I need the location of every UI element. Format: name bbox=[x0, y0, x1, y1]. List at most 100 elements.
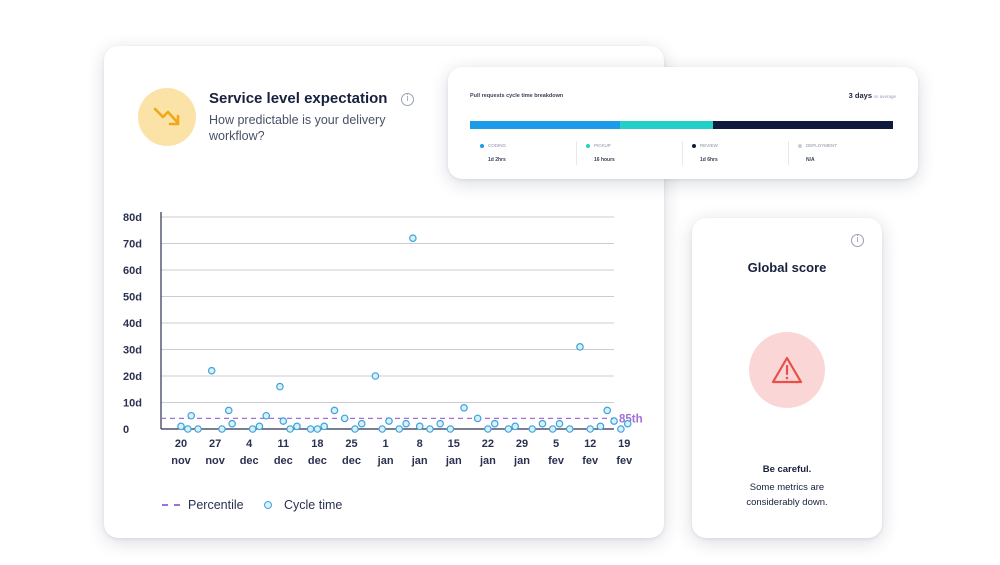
phase-name: DEPLOYMENT bbox=[806, 143, 838, 148]
cycle-time-point bbox=[528, 425, 537, 433]
x-tick-month: fev bbox=[582, 455, 599, 467]
cycle-time-point bbox=[184, 425, 192, 433]
cycle-time-point bbox=[187, 411, 196, 420]
info-icon[interactable]: i bbox=[851, 234, 864, 247]
y-tick-label: 80d bbox=[123, 212, 142, 224]
global-score-warning-title: Be careful. bbox=[762, 464, 812, 475]
x-tick-month: jan bbox=[377, 455, 394, 467]
legend-percentile: Percentile bbox=[162, 498, 244, 512]
cycle-time-point bbox=[207, 366, 216, 375]
y-tick-label: 70d bbox=[123, 239, 142, 251]
cycle-time-point bbox=[351, 425, 359, 433]
x-tick-day: 15 bbox=[448, 438, 460, 450]
cycle-time-point bbox=[177, 422, 185, 431]
cycle-time-point bbox=[484, 425, 492, 433]
phase-dot-icon bbox=[692, 144, 696, 148]
cycle-time-point bbox=[228, 419, 236, 428]
pr-breakdown-title: Pull requests cycle time breakdown bbox=[470, 93, 564, 99]
cycle-time-point bbox=[218, 425, 226, 433]
bar-segment bbox=[713, 121, 893, 129]
cycle-time-point bbox=[402, 419, 410, 428]
cycle-time-point bbox=[330, 406, 339, 415]
cycle-time-point bbox=[586, 425, 595, 433]
x-tick-day: 5 bbox=[553, 438, 559, 450]
y-tick-label: 60d bbox=[123, 265, 142, 277]
cycle-time-point bbox=[378, 425, 386, 433]
phase-pickup: PICKUP 16 hours bbox=[586, 143, 686, 171]
phase-divider bbox=[682, 141, 683, 165]
cycle-time-point bbox=[395, 425, 404, 433]
cycle-time-point bbox=[340, 414, 349, 423]
cycle-time-point bbox=[385, 417, 393, 425]
phase-name: CODING bbox=[488, 143, 506, 148]
cycle-time-point bbox=[460, 403, 468, 412]
cycle-time-scatter-chart: 80d 70d 60d 50d 40d 30d 20d 10d 0 20 nov 27 nov 4 dec 1… bbox=[123, 212, 643, 467]
cycle-time-point bbox=[293, 422, 301, 431]
sle-title: Service level expectation bbox=[209, 90, 388, 107]
cycle-time-point bbox=[446, 425, 455, 433]
y-tick-label: 40d bbox=[123, 318, 142, 330]
y-tick-label: 20d bbox=[123, 371, 142, 383]
cycle-time-point bbox=[248, 425, 257, 433]
cycle-time-point bbox=[255, 422, 264, 431]
trend-down-arrow-icon bbox=[138, 88, 196, 146]
x-tick-day: 12 bbox=[584, 438, 596, 450]
y-tick-label: 30d bbox=[123, 345, 142, 357]
y-tick-label: 10d bbox=[123, 398, 142, 410]
cycle-time-point bbox=[224, 406, 233, 415]
x-tick-day: 27 bbox=[209, 438, 221, 450]
cycle-time-point bbox=[426, 425, 434, 433]
phase-deployment: DEPLOYMENT N/A bbox=[798, 143, 898, 171]
pr-total-days: 3 days bbox=[848, 91, 872, 100]
x-tick-day: 11 bbox=[277, 438, 289, 450]
cycle-time-point bbox=[306, 425, 315, 433]
x-tick-day: 8 bbox=[417, 438, 423, 450]
cycle-time-dot-icon bbox=[264, 501, 272, 509]
cycle-time-point bbox=[276, 382, 284, 391]
x-tick-month: jan bbox=[445, 455, 462, 467]
cycle-time-point bbox=[511, 422, 519, 431]
legend-percentile-label: Percentile bbox=[188, 498, 244, 512]
cycle-time-point bbox=[473, 414, 482, 423]
phase-dot-icon bbox=[798, 144, 802, 148]
phase-name: PICKUP bbox=[594, 143, 611, 148]
cycle-time-point bbox=[262, 411, 271, 420]
cycle-time-point bbox=[623, 419, 632, 428]
x-tick-day: 25 bbox=[345, 438, 357, 450]
cycle-time-point bbox=[490, 419, 499, 428]
cycle-time-point bbox=[565, 425, 574, 433]
percentile-dash-icon bbox=[162, 504, 180, 506]
cycle-time-point bbox=[357, 419, 366, 428]
phase-value: 16 hours bbox=[594, 157, 615, 163]
x-tick-month: jan bbox=[411, 455, 428, 467]
cycle-time-stacked-bar bbox=[470, 121, 893, 129]
x-tick-day: 29 bbox=[516, 438, 528, 450]
cycle-time-point bbox=[415, 422, 424, 431]
sle-subtitle: How predictable is your delivery workflo… bbox=[209, 113, 386, 143]
pull-requests-breakdown-card: Pull requests cycle time breakdown 3 day… bbox=[448, 67, 918, 179]
phase-value: 1d 6hrs bbox=[700, 157, 718, 163]
global-score-warning-text: Some metrics are considerably down. bbox=[746, 482, 828, 508]
cycle-time-point bbox=[576, 343, 584, 351]
x-tick-day: 1 bbox=[383, 438, 389, 450]
x-tick-month: dec bbox=[342, 455, 361, 467]
cycle-time-point bbox=[555, 419, 564, 428]
cycle-time-point bbox=[194, 425, 202, 433]
x-tick-month: nov bbox=[171, 455, 191, 467]
phase-divider bbox=[576, 141, 577, 165]
cycle-time-point bbox=[538, 419, 547, 428]
x-tick-day: 4 bbox=[246, 438, 253, 450]
y-tick-label: 0 bbox=[123, 424, 129, 436]
cycle-time-point bbox=[548, 425, 557, 433]
phase-divider bbox=[788, 141, 789, 165]
info-icon[interactable]: i bbox=[401, 93, 414, 106]
x-tick-month: jan bbox=[479, 455, 496, 467]
global-score-card: i Global score Be careful. Some metrics … bbox=[692, 218, 882, 538]
phase-dot-icon bbox=[480, 144, 484, 148]
bar-segment bbox=[470, 121, 621, 129]
cycle-time-point bbox=[286, 425, 294, 433]
cycle-time-point bbox=[313, 425, 322, 433]
phase-value: 1d 2hrs bbox=[488, 157, 506, 163]
legend-cycle-time: Cycle time bbox=[264, 498, 342, 512]
bar-segment bbox=[620, 121, 714, 129]
